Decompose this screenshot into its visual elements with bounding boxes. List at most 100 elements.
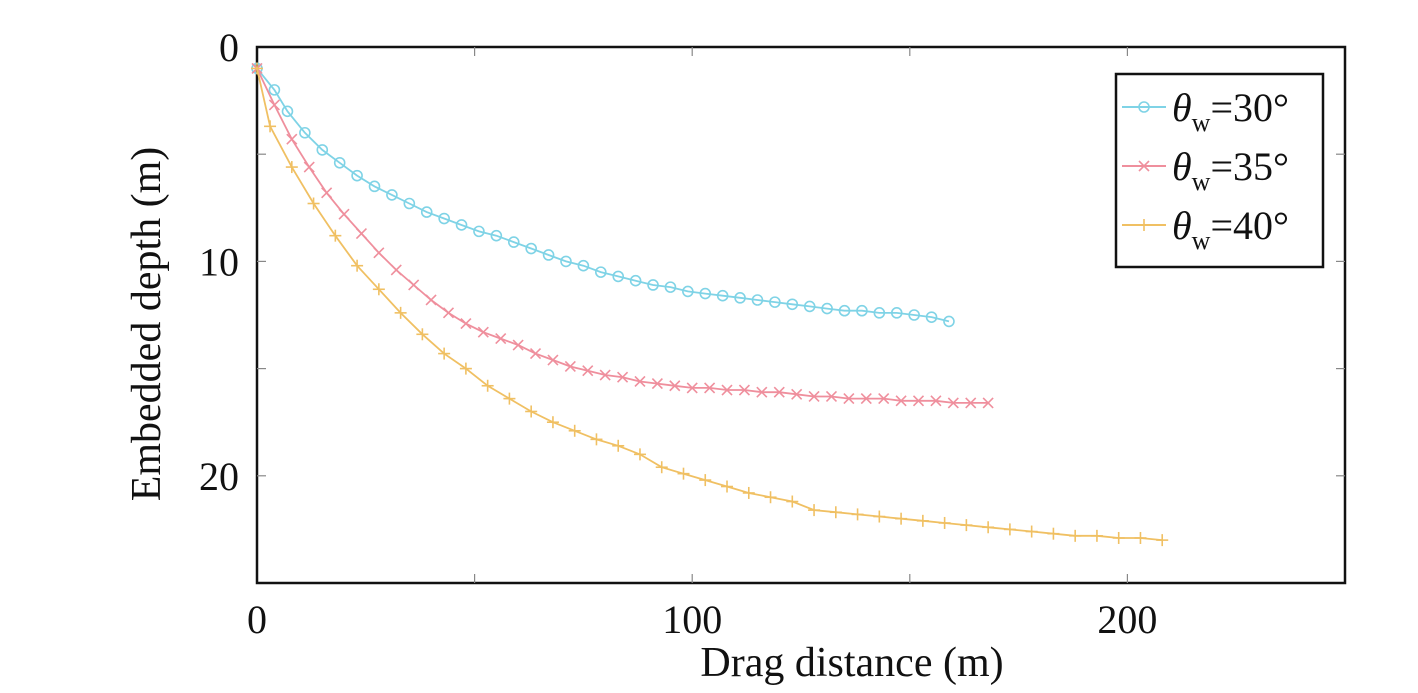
marker-stroke [843, 393, 855, 405]
data-point [268, 84, 281, 96]
data-point [1134, 531, 1147, 544]
marker-stroke [599, 369, 611, 381]
data-point [738, 384, 750, 396]
data-point [285, 161, 298, 174]
data-point [455, 219, 468, 231]
y-tick-label: 0 [219, 25, 239, 70]
data-point [495, 333, 507, 345]
data-point [829, 506, 842, 519]
data-point [873, 510, 886, 523]
data-point [321, 187, 333, 199]
data-point [546, 416, 559, 429]
data-point [982, 397, 994, 409]
data-point [599, 369, 611, 381]
data-point [699, 287, 712, 300]
data-point [682, 285, 694, 298]
data-point [1090, 529, 1103, 542]
data-point [373, 247, 385, 259]
data-point [791, 388, 803, 400]
data-point [303, 161, 315, 173]
data-point [525, 242, 537, 255]
data-point [420, 206, 433, 218]
data-point [860, 393, 872, 405]
marker-stroke [704, 382, 716, 394]
data-point [734, 292, 746, 304]
y-tick-label: 10 [199, 239, 239, 284]
data-point [686, 382, 698, 394]
data-point [873, 307, 886, 319]
data-point [442, 307, 455, 319]
data-point [512, 339, 524, 351]
data-point [647, 279, 659, 291]
marker-stroke [860, 393, 872, 405]
data-point [808, 390, 820, 403]
marker-stroke [512, 339, 524, 351]
data-point [281, 105, 294, 118]
data-point [1025, 525, 1038, 538]
x-axis-title: Drag distance (m) [700, 640, 1003, 686]
series-3 [251, 62, 1169, 547]
data-point [355, 227, 368, 240]
data-point [333, 156, 346, 169]
data-point [773, 386, 785, 398]
data-point [916, 514, 929, 527]
marker-stroke [390, 264, 402, 276]
data-point [651, 378, 663, 390]
marker-stroke [1138, 160, 1150, 172]
legend-symbol: θ [1172, 203, 1192, 248]
data-point [629, 274, 642, 287]
data-point [633, 448, 646, 461]
data-point [925, 311, 938, 323]
data-point [286, 133, 298, 145]
legend-marker [1138, 101, 1150, 113]
legend-marker [1138, 160, 1150, 172]
data-point [821, 302, 833, 315]
data-point [1112, 531, 1125, 544]
marker-stroke [686, 382, 698, 394]
data-point [425, 294, 437, 306]
data-point [577, 259, 590, 272]
legend-label: θw=35° [1172, 144, 1289, 196]
data-point [438, 212, 450, 225]
data-point [617, 371, 629, 383]
data-point [564, 360, 576, 373]
data-point [525, 405, 538, 418]
data-point [547, 354, 559, 366]
marker-stroke [738, 384, 750, 396]
marker-stroke [373, 247, 385, 259]
data-point [965, 397, 977, 409]
data-point [582, 365, 594, 377]
data-point [664, 281, 677, 293]
data-point [721, 384, 733, 396]
data-point [490, 229, 503, 242]
data-point [390, 264, 402, 276]
data-point [721, 480, 734, 493]
data-point [338, 208, 350, 220]
marker-stroke [338, 208, 350, 220]
data-point [568, 424, 581, 437]
data-point [542, 249, 555, 261]
data-point [416, 328, 429, 341]
data-point [634, 375, 646, 388]
marker-stroke [477, 326, 489, 338]
data-point [982, 521, 995, 534]
x-tick-label: 200 [1097, 597, 1157, 642]
data-point [459, 362, 472, 375]
marker-stroke [303, 161, 315, 173]
data-point [590, 433, 603, 446]
data-point [481, 379, 494, 392]
data-point [386, 189, 398, 201]
marker-stroke [773, 386, 785, 398]
data-point [786, 298, 799, 311]
data-point [351, 259, 364, 272]
data-point [786, 495, 799, 508]
legend-symbol: θ [1172, 85, 1192, 130]
data-point [299, 126, 311, 139]
legend-subscript: w [1192, 108, 1211, 137]
data-point [825, 390, 838, 403]
marker-stroke [912, 395, 925, 407]
data-point [856, 304, 868, 317]
data-point [316, 144, 329, 156]
legend-symbol: θ [1172, 144, 1192, 189]
x-tick-label: 0 [247, 597, 267, 642]
